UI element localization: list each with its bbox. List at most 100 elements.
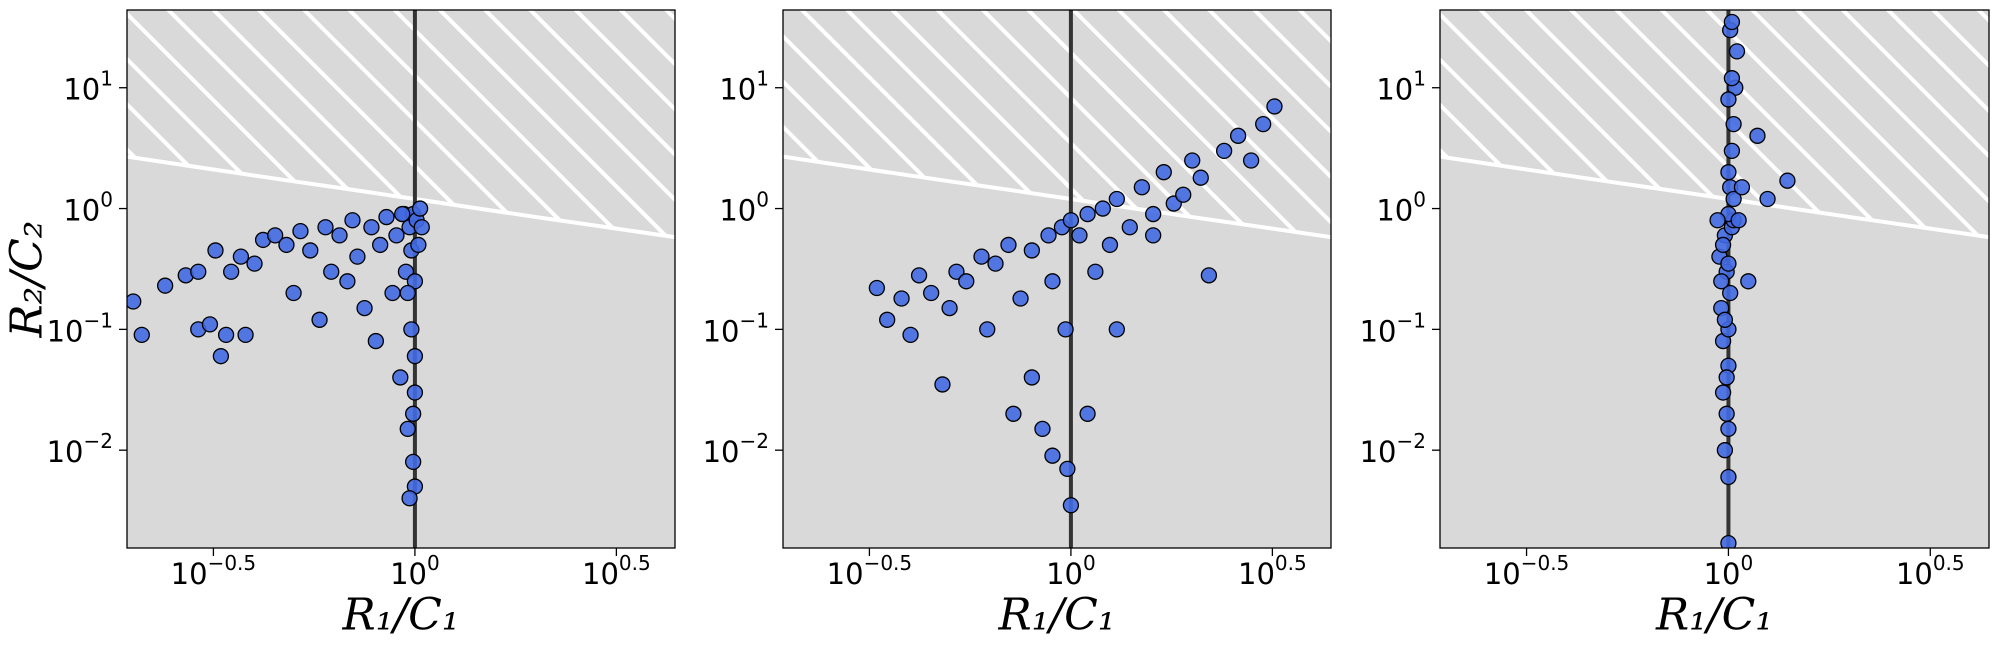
point [948,263,965,280]
point [411,200,429,217]
tick-exponent: 1 [1413,66,1426,90]
point [212,348,230,365]
point [1094,200,1111,217]
tick-exponent: 0 [756,187,769,211]
tick-exponent: 0.5 [1933,551,1965,575]
y-tick-label: 101 [719,66,769,107]
point [406,348,424,365]
plot-frame [126,9,676,549]
tick-exponent: −1 [740,308,769,332]
tick-exponent: −0.5 [1521,551,1570,575]
point [1720,468,1737,486]
tick-base: 10 [1376,194,1413,228]
tick-base: 10 [703,314,740,348]
tick-base: 10 [719,194,756,228]
tick-exponent: −0.5 [208,551,257,575]
point [1720,420,1737,438]
tick-base: 10 [1046,557,1083,591]
point [1709,212,1726,229]
y-tick-label: 10−1 [47,308,113,349]
y-tick-label: 10−2 [703,429,769,470]
point [1108,321,1125,338]
point [958,273,975,290]
point [1716,311,1734,328]
point [403,321,420,338]
point [344,212,361,229]
point [1720,91,1737,108]
tick-exponent: −0.5 [864,551,913,575]
point [1079,405,1096,422]
point [410,236,427,254]
tick-base: 10 [1896,557,1933,591]
point [1723,13,1741,31]
tick-base: 10 [171,557,208,591]
point [1057,321,1074,338]
point [1062,497,1080,514]
point [1718,405,1735,422]
point [1175,186,1192,203]
point [923,284,940,302]
point [1728,43,1746,60]
tick-exponent: 0.5 [1275,551,1307,575]
point [1145,227,1162,244]
hatched-region [1440,10,1989,238]
hatched-region [127,10,675,238]
tick-base: 10 [719,73,756,107]
tick-base: 10 [1360,314,1397,348]
point [910,267,928,284]
point [1229,127,1247,144]
tick-base: 10 [827,557,864,591]
point [232,248,250,265]
point [1733,179,1751,196]
point [1716,442,1734,459]
point [1759,190,1776,208]
tick-exponent: 0 [1413,187,1426,211]
point [207,242,224,259]
tick-base: 10 [63,73,100,107]
point [394,205,411,223]
tick-base: 10 [1484,557,1521,591]
point [388,227,405,244]
tick-exponent: 0 [1083,551,1096,575]
point [331,227,348,244]
point [1023,242,1041,259]
point [1725,190,1742,208]
point [1255,115,1272,133]
point [879,311,896,328]
point [223,263,240,280]
point [1192,169,1209,186]
tick-exponent: −2 [1397,429,1426,453]
tick-base: 10 [47,314,84,348]
point [363,219,380,236]
tick-base: 10 [47,435,84,469]
tick-exponent: 0.5 [619,551,651,575]
point [1242,152,1260,169]
point [902,326,919,344]
tick-exponent: −2 [84,429,113,453]
x-axis-label: R₁/C₁ [1655,590,1773,641]
point [1184,152,1201,169]
point [384,284,401,302]
point [979,321,996,338]
point [1079,205,1096,223]
y-tick-label: 101 [1376,66,1426,107]
point [302,242,319,259]
y-tick-label: 10−1 [703,308,769,349]
point [413,219,430,236]
point [356,299,373,317]
point [1101,236,1119,254]
point [1749,127,1766,144]
point [1145,205,1162,223]
x-tick-label: 10−0.5 [827,551,912,592]
point [1740,273,1757,290]
point [1044,447,1061,464]
point [399,284,416,302]
point [1200,267,1218,284]
tick-base: 10 [1704,557,1741,591]
plot-area [127,10,675,548]
tick-base: 10 [582,557,619,591]
point [1005,405,1022,422]
